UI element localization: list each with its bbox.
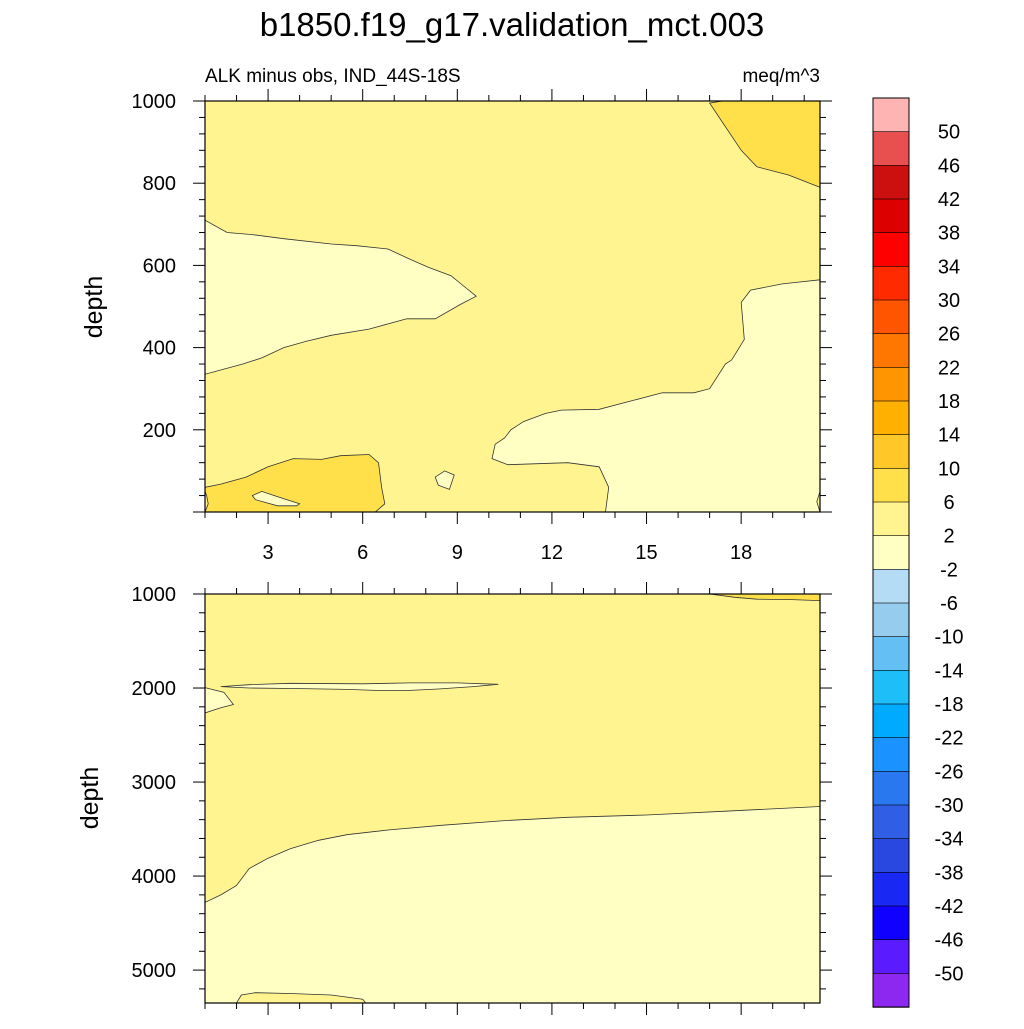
colorbar-swatch: [872, 97, 910, 133]
colorbar-swatch: [872, 501, 910, 537]
panel-units: meq/m^3: [742, 66, 820, 87]
contour-region: [220, 682, 499, 691]
colorbar-label: 26: [938, 324, 960, 346]
y-tick-label: 600: [143, 255, 176, 277]
colorbar-label: -2: [940, 559, 958, 581]
colorbar-label: 18: [938, 391, 960, 413]
colorbar-swatch: [872, 400, 910, 436]
colorbar-label: -18: [935, 694, 964, 716]
colorbar-swatch: [872, 165, 910, 200]
plot-frame: [204, 593, 821, 1004]
colorbar-label: 22: [938, 357, 960, 379]
colorbar-swatch: [872, 232, 910, 268]
colorbar-label: 46: [938, 155, 960, 177]
page-title: b1850.f19_g17.validation_mct.003: [260, 6, 765, 43]
y-tick-label: 200: [143, 420, 176, 442]
colorbar-swatch: [872, 636, 910, 672]
colorbar-label: 10: [938, 458, 960, 480]
top-ylabel: depth: [80, 276, 108, 339]
colorbar-swatch: [872, 333, 910, 369]
colorbar-swatch: [872, 973, 910, 1008]
contour-region: [205, 491, 209, 512]
colorbar-label: -14: [935, 660, 964, 682]
colorbar-label: -50: [935, 963, 964, 985]
y-tick-label: 3000: [132, 772, 177, 794]
contour-region: [709, 594, 820, 602]
colorbar-swatch: [872, 131, 910, 167]
bottom-contour-panel: 1000 2000 3000 4000 5000: [132, 582, 832, 1015]
panel-subtitle: ALK minus obs, IND_44S-18S: [205, 66, 461, 87]
contour-region: [434, 470, 455, 490]
colorbar-label: -42: [935, 896, 964, 918]
colorbar-swatch: [872, 905, 910, 941]
contour-region: [205, 806, 820, 1003]
top-contour-panel: 3 6 9 12 15 18 200 400 600 800 1000: [132, 89, 832, 564]
colorbar-label: -34: [935, 829, 964, 851]
contour-region: [251, 490, 301, 507]
colorbar-label: -10: [935, 627, 964, 649]
colorbar-label: -46: [935, 930, 964, 952]
y-tick-label: 800: [143, 173, 176, 195]
x-tick-label: 12: [541, 542, 563, 564]
colorbar-swatch: [872, 939, 910, 975]
colorbar-swatch: [872, 670, 910, 705]
colorbar-label: -38: [935, 862, 964, 884]
colorbar-label: -30: [935, 795, 964, 817]
colorbar-swatch: [872, 434, 910, 470]
plot-frame: [204, 100, 821, 513]
colorbar-swatch: [872, 535, 910, 571]
colorbar-label: 6: [943, 492, 954, 514]
colorbar-swatch: [872, 804, 910, 840]
colorbar-swatch: [872, 771, 910, 806]
contour-region: [816, 491, 820, 512]
contour-region: [205, 687, 235, 714]
colorbar-label: -6: [940, 593, 958, 615]
colorbar-swatch: [872, 569, 910, 604]
colorbar-swatch: [872, 872, 910, 907]
y-tick-label: 400: [143, 338, 176, 360]
colorbar-swatch: [872, 737, 910, 773]
x-tick-label: 9: [452, 542, 463, 564]
colorbar-label: 38: [938, 223, 960, 245]
colorbar-swatch: [872, 198, 910, 234]
bottom-ylabel: depth: [76, 767, 104, 830]
colorbar-swatch: [872, 602, 910, 638]
y-tick-label: 4000: [132, 866, 177, 888]
x-tick-label: 18: [730, 542, 752, 564]
y-tick-label: 1000: [132, 91, 177, 113]
y-tick-label: 5000: [132, 960, 177, 982]
colorbar: 50 46 42 38 34 30 26 22 18 14 10 6 2 -2 -6 -10 -14 -18 -22…: [872, 97, 964, 1008]
colorbar-frame: [872, 97, 910, 1008]
colorbar-swatch: [872, 703, 910, 739]
x-tick-label: 3: [263, 542, 274, 564]
contour-region: [205, 454, 386, 512]
colorbar-label: 2: [943, 526, 954, 548]
colorbar-label: 50: [938, 122, 960, 144]
colorbar-swatch: [872, 838, 910, 874]
colorbar-swatch: [872, 367, 910, 402]
colorbar-label: 30: [938, 290, 960, 312]
contour-region: [708, 101, 820, 188]
y-tick-label: 2000: [132, 678, 177, 700]
y-tick-label: 1000: [132, 584, 177, 606]
contour-region: [205, 219, 477, 375]
colorbar-label: -26: [935, 761, 964, 783]
colorbar-swatch: [872, 266, 910, 301]
colorbar-label: 14: [938, 425, 960, 447]
contour-region: [236, 992, 367, 1003]
contour-region: [491, 279, 820, 512]
colorbar-label: 42: [938, 189, 960, 211]
x-tick-label: 6: [357, 542, 368, 564]
colorbar-label: 34: [938, 256, 960, 278]
colorbar-swatch: [872, 468, 910, 503]
x-tick-label: 15: [635, 542, 657, 564]
colorbar-swatch: [872, 299, 910, 335]
colorbar-label: -22: [935, 728, 964, 750]
